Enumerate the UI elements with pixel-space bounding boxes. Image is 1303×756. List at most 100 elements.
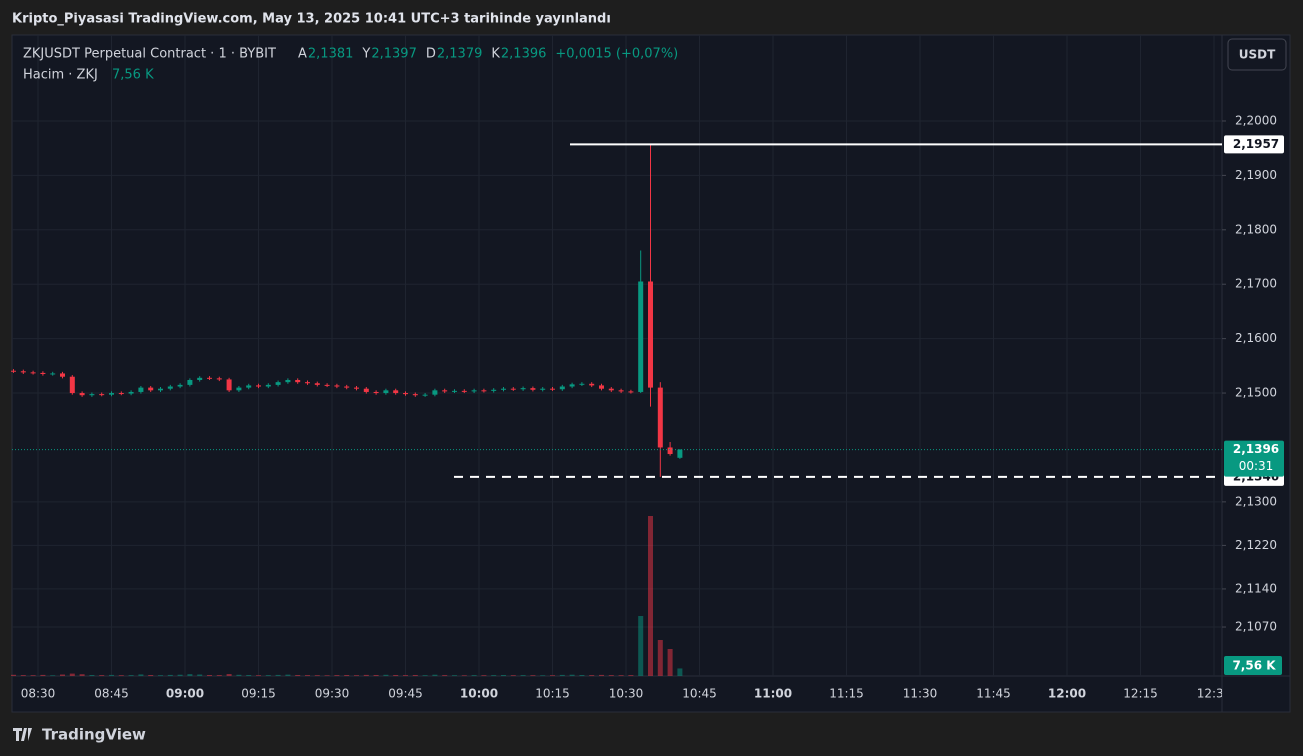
- volume-bar: [569, 674, 575, 676]
- ohlc-value: 2,1396: [501, 47, 547, 62]
- ohlc-value: 2,1381: [308, 47, 354, 62]
- volume-bar: [432, 674, 438, 676]
- candle-body: [167, 386, 173, 389]
- change: +0,0015 (+0,07%): [555, 47, 678, 62]
- candle-body: [569, 384, 575, 387]
- volume-bar: [216, 675, 222, 676]
- candle-body: [491, 389, 497, 391]
- candle-body: [275, 382, 281, 385]
- volume-bar: [638, 616, 644, 676]
- candle-body: [520, 388, 526, 390]
- candle-body: [422, 394, 428, 396]
- volume-badge-label: 7,56 K: [1232, 659, 1276, 673]
- volume-bar: [618, 675, 624, 676]
- candle-body: [324, 384, 330, 386]
- y-tick-label: 2,1800: [1235, 222, 1277, 236]
- candle-body: [393, 390, 399, 394]
- volume-bar: [79, 674, 85, 676]
- candle-body: [383, 390, 389, 394]
- volume-bar: [207, 675, 212, 676]
- candle-body: [628, 391, 634, 393]
- ohlc-key: Y: [361, 47, 370, 62]
- candle-body: [197, 377, 203, 380]
- candle-body: [452, 390, 457, 392]
- candle-body: [177, 384, 183, 387]
- volume-bar: [461, 675, 467, 676]
- x-tick-label: 11:45: [976, 687, 1011, 701]
- candle-body: [550, 388, 555, 390]
- high-line-badge: [1224, 135, 1284, 154]
- volume-bar: [226, 674, 232, 676]
- currency-button-frame[interactable]: [1227, 38, 1287, 71]
- volume-bar: [177, 674, 183, 676]
- candle-body: [648, 281, 653, 388]
- y-tick-label: 2,2000: [1235, 113, 1277, 127]
- candle-body: [344, 386, 350, 388]
- last-price-label: 2,1396: [1233, 442, 1279, 456]
- volume-bar: [579, 675, 585, 676]
- currency-button-label[interactable]: USDT: [1239, 48, 1276, 62]
- candle-body: [30, 372, 36, 374]
- volume-bar: [452, 675, 457, 676]
- candle-body: [481, 390, 487, 392]
- candle-body: [11, 370, 16, 372]
- candle-body: [510, 388, 516, 390]
- x-tick-label: 11:30: [903, 687, 938, 701]
- volume-bar: [167, 674, 173, 676]
- candle-body: [305, 382, 310, 384]
- candle-body: [138, 387, 144, 392]
- y-tick-label: 2,1600: [1235, 331, 1277, 345]
- volume-bar: [128, 675, 134, 676]
- volume-bar: [138, 674, 144, 676]
- volume-title: Hacim · ZKJ: [23, 68, 98, 83]
- volume-bar: [314, 675, 320, 676]
- currency-button[interactable]: USDT: [1227, 38, 1287, 71]
- ohlc-value: 2,1379: [437, 47, 483, 62]
- volume-bar: [520, 675, 526, 676]
- candle-body: [412, 394, 418, 396]
- volume-bar: [393, 675, 399, 676]
- volume-bar: [667, 649, 673, 676]
- candle-body: [608, 388, 614, 391]
- candle-body: [216, 378, 222, 380]
- candle-body: [363, 388, 369, 392]
- volume-bar: [501, 675, 506, 676]
- volume-bar: [677, 668, 683, 676]
- brand-logo: [13, 728, 32, 741]
- page-title: Kripto_Piyasasi TradingView.com, May 13,…: [12, 12, 611, 27]
- x-tick-label: 12:15: [1123, 687, 1158, 701]
- volume-bar: [305, 675, 310, 676]
- candle-body: [579, 383, 585, 385]
- volume-bar: [550, 675, 555, 676]
- volume-bar: [422, 675, 428, 676]
- y-tick-label: 2,1220: [1235, 538, 1277, 552]
- candle-body: [501, 388, 506, 390]
- candle-body: [60, 373, 65, 377]
- y-tick-label: 2,1070: [1235, 620, 1277, 634]
- brand-name: TradingView: [42, 726, 146, 744]
- candle-body: [471, 390, 477, 392]
- candle-body: [207, 377, 212, 379]
- volume-bar: [608, 675, 614, 676]
- candle-body: [40, 372, 46, 375]
- x-tick-label: 11:15: [829, 687, 864, 701]
- ohlc-key: K: [491, 47, 500, 62]
- y-tick-label: 2,1900: [1235, 168, 1277, 182]
- volume-legend-value: 7,56 K: [112, 68, 154, 83]
- candle-body: [530, 388, 536, 390]
- candle-body: [589, 383, 595, 386]
- volume-bar: [559, 674, 565, 676]
- candle-body: [599, 385, 604, 389]
- candle-body: [187, 379, 193, 385]
- volume-bar: [89, 675, 95, 676]
- candle-body: [618, 390, 624, 392]
- candle-body: [373, 391, 379, 394]
- candle-body: [69, 376, 75, 394]
- candle-body: [236, 387, 242, 391]
- candle-body: [461, 390, 467, 392]
- candle-body: [265, 384, 271, 387]
- candle-body: [403, 393, 408, 395]
- volume-bar: [648, 516, 653, 676]
- volume-bar: [256, 675, 261, 676]
- volume-bar: [60, 674, 65, 676]
